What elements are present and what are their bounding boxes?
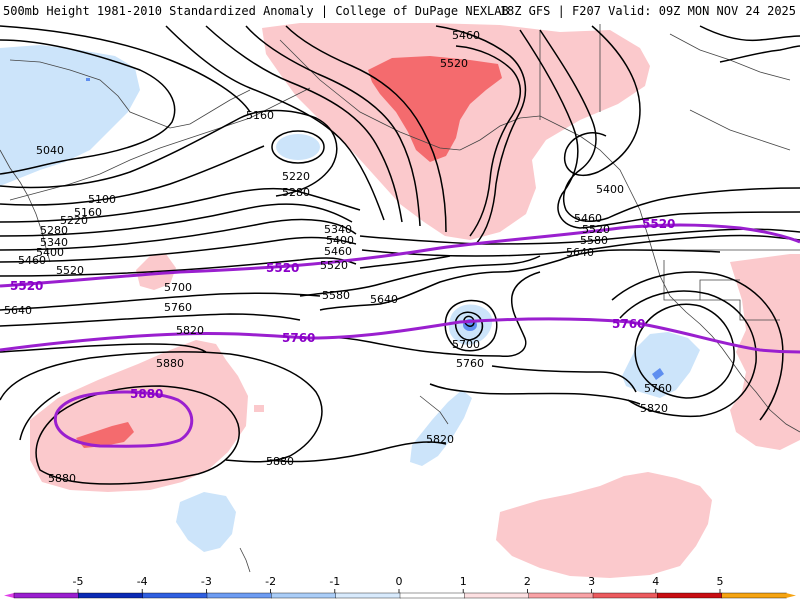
colorbar-tick-label: -1: [329, 575, 340, 588]
label-5880-southwest: 5880: [48, 472, 76, 485]
colorbar-tick-label: 5: [717, 575, 724, 588]
label-5820-baja: 5820: [640, 402, 668, 415]
highlight-labels: 5520 5520 5520 5760 5760 5880: [10, 217, 675, 401]
colorbar-swatch: [271, 592, 337, 599]
colorbar-tick-label: -2: [265, 575, 276, 588]
label-5460-west: 5460: [18, 254, 46, 267]
label-5880-south: 5880: [266, 455, 294, 468]
height-contours: [0, 25, 800, 485]
colorbar-swatch: [142, 592, 208, 599]
label-5820-west: 5820: [176, 324, 204, 337]
colorbar-tick-label: -4: [137, 575, 148, 588]
label-5580-center: 5580: [322, 289, 350, 302]
colorbar-tick-label: -3: [201, 575, 212, 588]
colorbar-swatch: [592, 592, 659, 599]
label-5220-center: 5220: [282, 170, 310, 183]
colorbar-tick-label: 1: [460, 575, 467, 588]
map-title: 500mb Height 1981-2010 Standardized Anom…: [3, 4, 509, 18]
colorbar-swatch: [464, 592, 530, 599]
label-5340-center: 5340: [324, 223, 352, 236]
purple-label-5520-west: 5520: [10, 279, 43, 293]
label-5760-baja: 5760: [644, 382, 672, 395]
label-5760-low: 5760: [456, 357, 484, 370]
label-5520-east: 5520: [582, 223, 610, 236]
purple-label-5520-center: 5520: [266, 261, 299, 275]
valid-time: 18Z GFS | F207 Valid: 09Z MON NOV 24 202…: [499, 4, 796, 18]
purple-label-5760-center: 5760: [282, 331, 315, 345]
label-5280-center: 5280: [282, 186, 310, 199]
positive-anomaly-core: [76, 56, 502, 448]
colorbar-right-arrow: [786, 593, 796, 598]
colorbar-tick-label: 4: [652, 575, 659, 588]
highlight-contours: [0, 223, 800, 448]
label-5460-north: 5460: [452, 29, 480, 42]
label-5700-low: 5700: [452, 338, 480, 351]
colorbar: -5 -4 -3 -2 -1 0 1 2 3 4 5: [4, 575, 796, 599]
label-5400-west: 5400: [36, 246, 64, 259]
anomaly-map: 5160 5040 5100 5160 5220 5280 5340 5400 …: [0, 22, 800, 585]
colorbar-swatch: [399, 592, 466, 599]
label-5460-center: 5460: [324, 245, 352, 258]
colorbar-swatch: [721, 592, 787, 599]
colorbar-tick-label: 0: [396, 575, 403, 588]
label-5640-west: 5640: [4, 304, 32, 317]
label-5400-east: 5400: [596, 183, 624, 196]
label-5820-hawaii: 5820: [426, 433, 454, 446]
label-5640-center: 5640: [370, 293, 398, 306]
negative-anomaly-shading: [0, 45, 700, 552]
label-5520-center: 5520: [320, 259, 348, 272]
purple-label-5520-east: 5520: [642, 217, 675, 231]
purple-label-5760-east: 5760: [612, 317, 645, 331]
label-5040: 5040: [36, 144, 64, 157]
colorbar-swatch: [78, 592, 144, 599]
label-5280-west: 5280: [40, 224, 68, 237]
label-5220-west: 5220: [60, 214, 88, 227]
label-5760-west: 5760: [164, 301, 192, 314]
colorbar-tick-label: -5: [73, 575, 84, 588]
label-5520-north: 5520: [440, 57, 468, 70]
label-5880-west: 5880: [156, 357, 184, 370]
label-5160-north: 5160: [246, 109, 274, 122]
colorbar-left-arrow: [4, 593, 14, 598]
purple-label-5880: 5880: [130, 387, 163, 401]
label-5460-east: 5460: [574, 212, 602, 225]
label-5520-west: 5520: [56, 264, 84, 277]
label-5640-east: 5640: [566, 246, 594, 259]
colorbar-tick-label: 2: [524, 575, 531, 588]
header-bar: 500mb Height 1981-2010 Standardized Anom…: [0, 0, 800, 22]
label-5580-east: 5580: [580, 234, 608, 247]
colorbar-swatch: [528, 592, 594, 599]
colorbar-tick-label: 3: [588, 575, 595, 588]
label-5700-west: 5700: [164, 281, 192, 294]
colorbar-swatch: [206, 592, 273, 599]
colorbar-swatch: [657, 592, 723, 599]
colorbar-swatch: [335, 592, 401, 599]
label-5340-west: 5340: [40, 236, 68, 249]
contour-labels: 5160 5040 5100 5160 5220 5280 5340 5400 …: [4, 29, 672, 485]
colorbar-swatch: [13, 592, 80, 599]
label-5100: 5100: [88, 193, 116, 206]
label-5160-west: 5160: [74, 206, 102, 219]
label-5400-center: 5400: [326, 234, 354, 247]
